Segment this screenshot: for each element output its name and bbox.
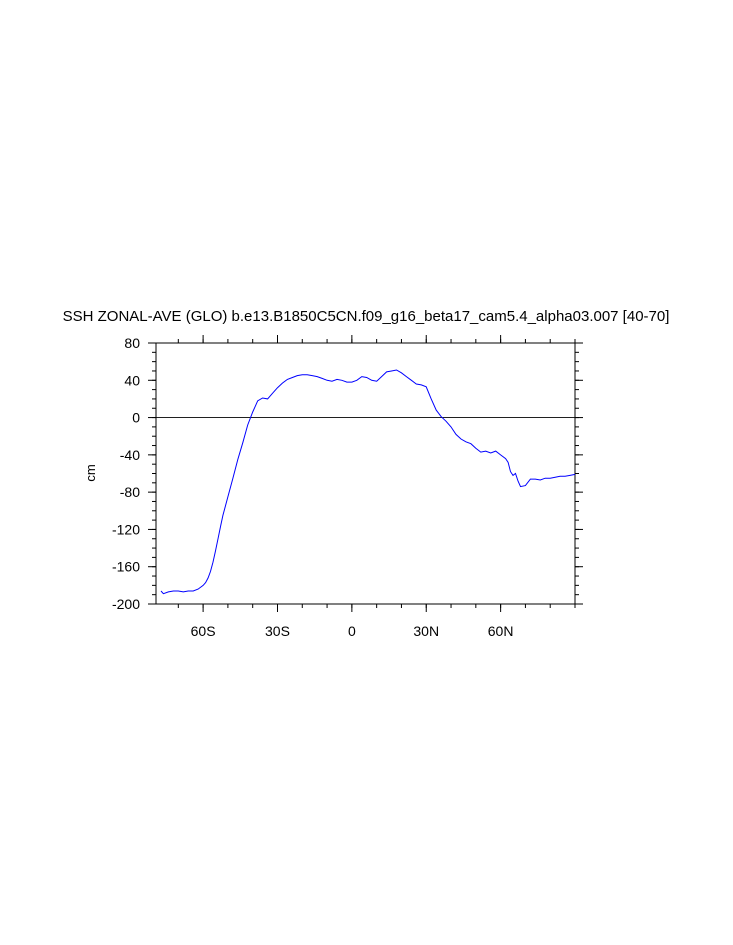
y-tick-label: -40 (120, 447, 140, 463)
y-tick-label: 80 (124, 335, 140, 351)
y-tick-label: 40 (124, 372, 140, 388)
y-tick-label: -80 (120, 484, 140, 500)
x-tick-label: 60S (191, 623, 216, 639)
x-tick-label: 0 (348, 623, 356, 639)
x-tick-label: 30S (265, 623, 290, 639)
x-tick-label: 60N (488, 623, 514, 639)
chart-title: SSH ZONAL-AVE (GLO) b.e13.B1850C5CN.f09_… (63, 308, 670, 325)
y-tick-label: -200 (112, 596, 140, 612)
y-tick-label: -160 (112, 559, 140, 575)
x-tick-labels: 60S 30S 0 30N 60N (191, 623, 514, 639)
y-tick-label: -120 (112, 521, 140, 537)
major-ticks (148, 335, 583, 612)
y-tick-labels: 80 40 0 -40 -80 -120 -160 -200 (112, 335, 140, 612)
y-axis-label: cm (83, 464, 98, 481)
y-tick-label: 0 (132, 410, 140, 426)
series-line (160, 369, 576, 595)
x-tick-label: 30N (413, 623, 439, 639)
